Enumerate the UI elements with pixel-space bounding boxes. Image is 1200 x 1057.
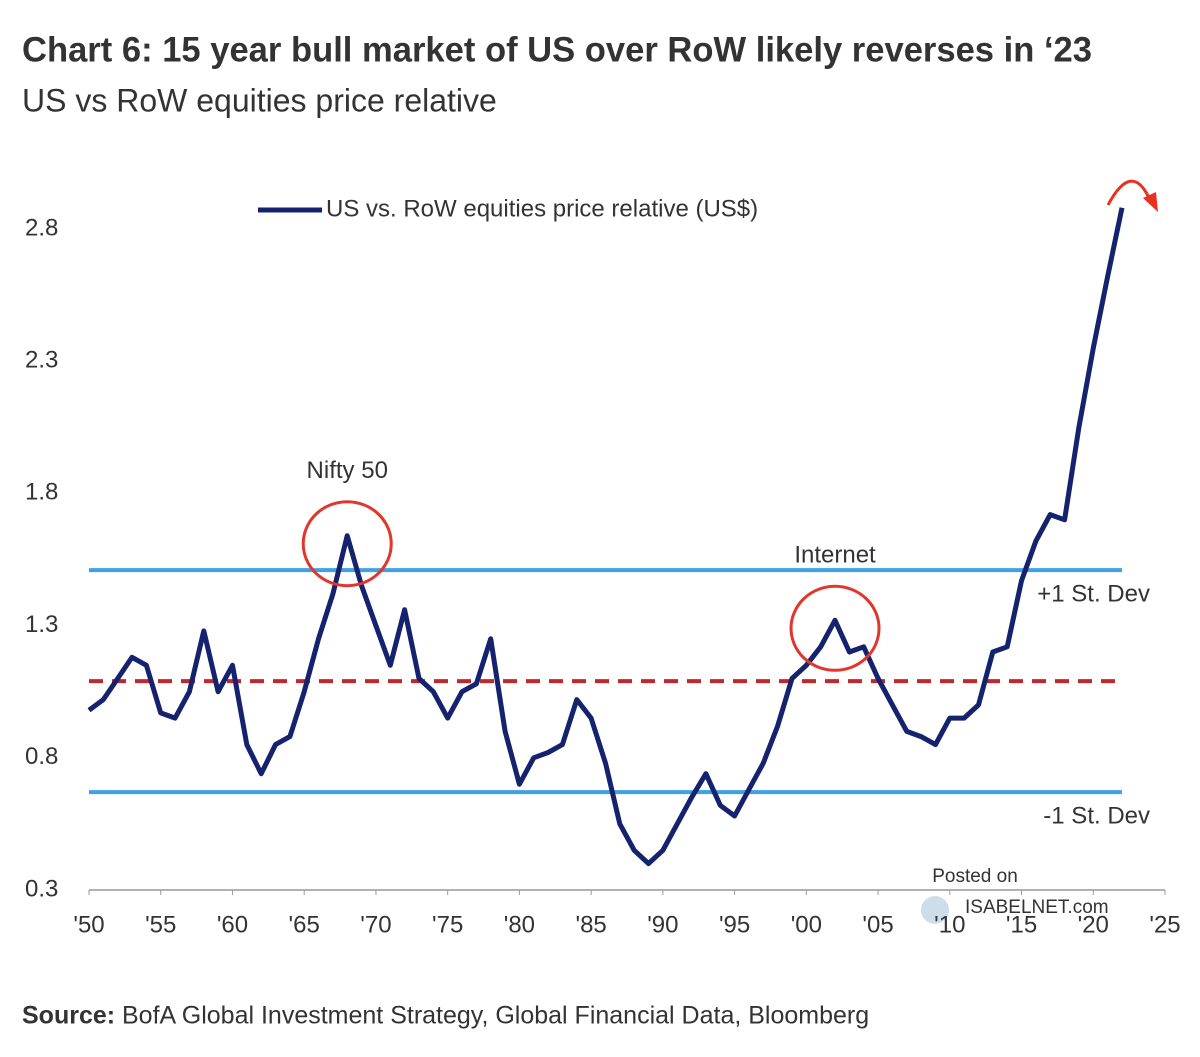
y-tick-label: 1.8	[25, 479, 58, 506]
x-tick-label: '50	[73, 911, 104, 938]
source-label: Source:	[22, 1002, 115, 1030]
chart-subtitle: US vs RoW equities price relative	[22, 82, 497, 118]
x-tick-label: '15	[1006, 911, 1037, 938]
annotation-circle	[789, 584, 881, 672]
x-tick-label: '20	[1078, 911, 1109, 938]
x-tick-label: '55	[145, 911, 176, 938]
x-tick-label: '00	[791, 911, 822, 938]
watermark: ISABELNET.com	[965, 897, 1109, 918]
x-tick-label: '95	[719, 911, 750, 938]
x-tick-label: '85	[575, 911, 606, 938]
x-tick-label: '60	[217, 911, 248, 938]
annotation-circle	[301, 500, 393, 588]
x-tick-label: '05	[862, 911, 893, 938]
y-tick-label: 2.8	[25, 214, 58, 241]
reversal-arrow	[1106, 179, 1152, 206]
series-line	[87, 207, 1125, 867]
x-tick-label: '80	[504, 911, 535, 938]
reference-label: -1 St. Dev	[1043, 803, 1150, 830]
y-tick-label: 1.3	[25, 611, 58, 638]
reversal-arrowhead	[1143, 192, 1158, 212]
watermark: Posted on	[932, 866, 1018, 887]
reference-label: +1 St. Dev	[1037, 580, 1150, 607]
y-tick-label: 2.3	[25, 347, 58, 374]
x-tick-label: '75	[432, 911, 463, 938]
annotation-text: Nifty 50	[307, 457, 388, 484]
y-tick-label: 0.8	[25, 743, 58, 770]
chart-title: Chart 6: 15 year bull market of US over …	[22, 30, 1092, 69]
annotation-text: Internet	[794, 542, 876, 569]
y-tick-label: 0.3	[25, 875, 58, 902]
x-tick-label: '10	[934, 911, 965, 938]
source-text: BofA Global Investment Strategy, Global …	[122, 1002, 869, 1030]
x-tick-label: '25	[1149, 911, 1180, 938]
watermark-icon	[921, 896, 949, 924]
x-tick-label: '70	[360, 911, 391, 938]
x-tick-label: '65	[289, 911, 320, 938]
x-tick-label: '90	[647, 911, 678, 938]
legend-label: US vs. RoW equities price relative (US$)	[326, 195, 758, 222]
